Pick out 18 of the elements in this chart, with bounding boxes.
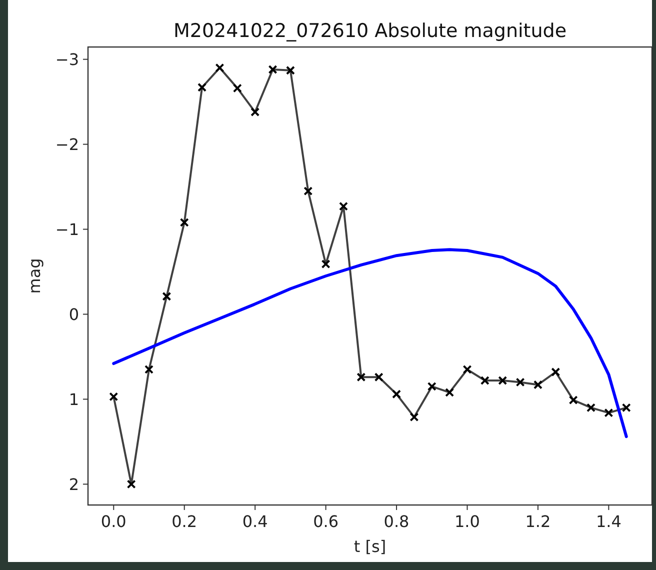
y-tick-label: −2 xyxy=(55,134,79,154)
y-axis-title: mag xyxy=(25,258,44,294)
y-tick-label: −1 xyxy=(55,220,79,239)
y-tick-label: 2 xyxy=(68,474,79,494)
x-tick-label: 1.0 xyxy=(454,512,480,531)
x-tick-label: 0.6 xyxy=(313,512,339,531)
x-tick-label: 1.2 xyxy=(525,512,551,531)
x-axis-title: t [s] xyxy=(354,537,386,556)
x-tick-label: 0.4 xyxy=(242,512,268,531)
y-tick-label: 1 xyxy=(68,390,79,409)
x-tick-label: 0.0 xyxy=(100,512,126,531)
x-tick-label: 0.2 xyxy=(172,512,198,531)
chart-title: M20241022_072610 Absolute magnitude xyxy=(173,20,567,42)
y-tick-label: −3 xyxy=(55,50,79,69)
line-series xyxy=(112,248,628,438)
x-tick-label: 1.4 xyxy=(596,512,622,531)
y-tick-label: 0 xyxy=(68,304,79,324)
x-tick-label: 0.8 xyxy=(384,512,410,531)
